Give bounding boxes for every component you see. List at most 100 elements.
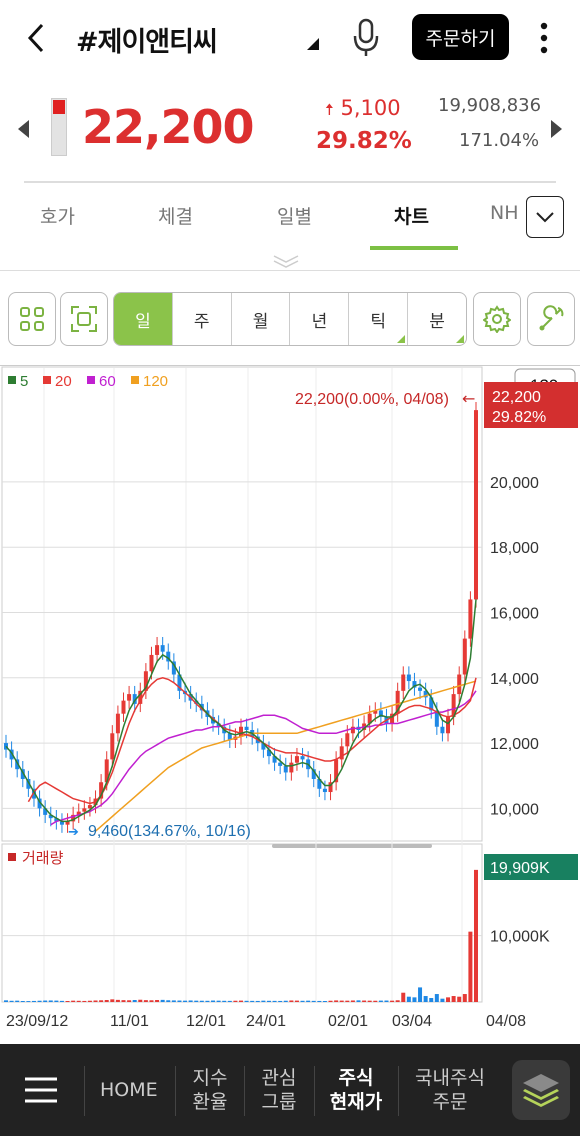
fullscreen-button[interactable] <box>60 292 108 346</box>
legend-label: 60 <box>99 373 116 390</box>
tab-bar: 호가 체결 일별 차트 NH <box>0 188 580 250</box>
price-chart[interactable]: 20,000 18,000 16,000 14,000 12,000 10,000 10,0… <box>0 366 580 1041</box>
volume-bar <box>194 1000 199 1002</box>
tab-dropdown-button[interactable] <box>526 196 564 238</box>
candle-body <box>138 690 143 704</box>
candle-body <box>26 778 31 789</box>
volume-bar <box>429 998 434 1002</box>
wrench-icon <box>539 305 564 331</box>
date-axis-label: 23/09/12 <box>6 1013 68 1030</box>
volume-bar <box>418 987 423 1002</box>
order-button[interactable]: 주문하기 <box>412 14 509 60</box>
candle-body <box>110 733 115 760</box>
period-tick[interactable]: 틱 <box>349 293 409 345</box>
candle-body <box>462 638 467 675</box>
nav-watch-group[interactable]: 관심 그룹 <box>258 1066 300 1114</box>
candle-body <box>155 645 160 655</box>
active-tab-indicator <box>370 246 458 250</box>
candle-body <box>266 749 271 757</box>
candle-body <box>76 811 81 815</box>
price-axis-label: 20,000 <box>490 475 539 492</box>
period-week-label: 주 <box>193 311 210 332</box>
back-arrow-icon[interactable] <box>20 20 52 56</box>
volume-bar <box>451 996 456 1002</box>
tab-nh[interactable]: NH <box>490 202 519 224</box>
candle-body <box>311 769 316 779</box>
period-month[interactable]: 월 <box>232 293 291 345</box>
candle-body <box>9 749 14 760</box>
volume-bar <box>255 1000 260 1002</box>
candle-body <box>289 762 294 773</box>
period-week[interactable]: 주 <box>173 293 232 345</box>
tab-trades[interactable]: 체결 <box>158 206 193 228</box>
volume-bar <box>76 1000 81 1002</box>
current-price-tag <box>484 382 578 428</box>
next-stock-icon[interactable] <box>551 120 562 138</box>
candle-body <box>99 782 104 799</box>
title-dropdown-icon[interactable] <box>307 38 319 50</box>
candle-body <box>71 814 76 822</box>
volume-bar <box>289 1000 294 1002</box>
hamburger-menu-icon[interactable] <box>24 1076 58 1108</box>
nav-index-fx[interactable]: 지수 환율 <box>189 1066 231 1114</box>
volume-bar <box>59 1000 64 1002</box>
nav-home[interactable]: HOME <box>100 1079 158 1101</box>
tab-chart[interactable]: 차트 <box>394 206 429 228</box>
price-change: 🠅 5,100 <box>325 96 401 126</box>
candle-body <box>429 697 434 711</box>
volume-bar <box>71 1000 76 1002</box>
candle-body <box>334 759 339 783</box>
volume-bar <box>155 1000 160 1002</box>
nav-stock-price[interactable]: 주식 현재가 <box>326 1066 386 1114</box>
volume-bar <box>278 1000 283 1002</box>
legend-label: 5 <box>20 373 28 390</box>
volume-bar <box>82 1000 87 1002</box>
volume-bar <box>65 1001 70 1002</box>
volume-bar <box>462 994 467 1002</box>
volume-bar <box>272 1000 277 1002</box>
volume-bar <box>345 1000 350 1002</box>
tab-daily[interactable]: 일별 <box>277 206 312 228</box>
more-vert-icon[interactable] <box>532 20 556 56</box>
current-price: 22,200 <box>82 100 255 154</box>
nav-separator <box>175 1066 176 1116</box>
candle-body <box>160 645 165 652</box>
chart-settings-button[interactable] <box>473 292 521 346</box>
stock-title[interactable]: #제이앤티씨 <box>76 27 218 58</box>
chart-area[interactable]: 20,000 18,000 16,000 14,000 12,000 10,000 10,0… <box>0 365 580 1040</box>
layers-button[interactable] <box>512 1060 570 1120</box>
candle-body <box>216 723 221 727</box>
volume-bar <box>457 996 462 1002</box>
period-year[interactable]: 년 <box>290 293 350 345</box>
volume-bar <box>15 1000 20 1002</box>
volume-bar <box>166 1000 171 1002</box>
mic-icon[interactable] <box>350 18 382 58</box>
period-minute[interactable]: 분 <box>408 293 466 345</box>
candle-body <box>350 726 355 734</box>
chart-tools-button[interactable] <box>527 292 575 346</box>
volume-bar <box>93 1000 98 1002</box>
candle-body <box>451 694 456 717</box>
volume-bar <box>412 997 417 1002</box>
expand-handle-icon[interactable] <box>270 252 302 270</box>
nav-domestic-order[interactable]: 국내주식 주문 <box>410 1066 490 1114</box>
period-day[interactable]: 일 <box>114 293 173 345</box>
volume-bar <box>328 1000 333 1002</box>
candle-body <box>31 788 36 799</box>
volume-bar <box>239 1000 243 1002</box>
current-price-tag-pct: 29.82% <box>492 409 546 426</box>
prev-stock-icon[interactable] <box>18 120 29 138</box>
volume-bar <box>244 1000 249 1002</box>
candle-body <box>121 700 126 714</box>
volume-bar <box>261 1000 266 1002</box>
candle-body <box>20 769 25 779</box>
price-pane-frame <box>1 366 483 842</box>
period-day-label: 일 <box>135 311 151 332</box>
tab-hoga[interactable]: 호가 <box>40 206 75 228</box>
divider <box>24 181 556 183</box>
moving-average-line-ma5 <box>5 599 477 823</box>
grid-layout-button[interactable] <box>8 292 56 346</box>
volume-bar <box>434 994 439 1002</box>
volume-bar <box>423 996 428 1002</box>
volume-tag-value: 19,909K <box>490 860 550 877</box>
